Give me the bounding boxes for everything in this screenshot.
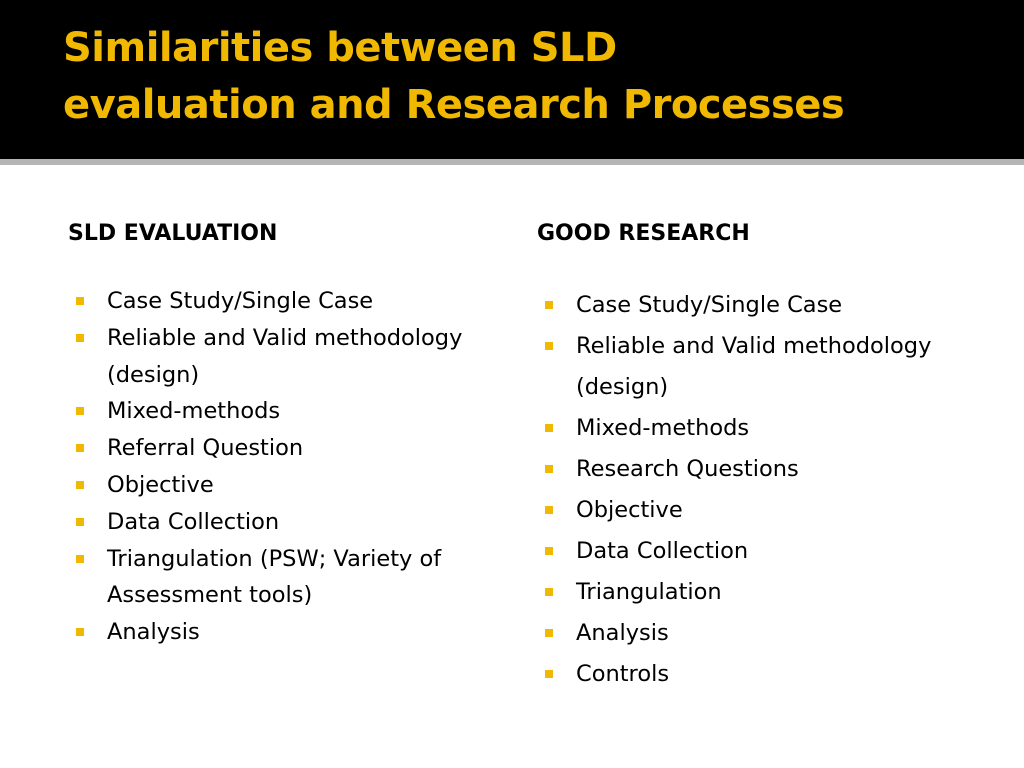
right-item-text: Mixed-methods (576, 415, 750, 441)
left-item-text: Analysis (107, 619, 200, 646)
left-item-text: Reliable and Valid methodology (design) (107, 324, 463, 388)
square-bullet-icon (545, 629, 553, 637)
left-list-item: Triangulation (PSW; Variety of Assessmen… (72, 541, 472, 615)
left-list-item: Referral Question (72, 430, 472, 467)
right-list-item: Data Collection (541, 531, 981, 572)
slide-title: Similarities between SLD evaluation and … (63, 20, 1003, 134)
left-list-item: Analysis (72, 614, 472, 651)
right-list-item: Objective (541, 490, 981, 531)
right-item-text: Controls (576, 661, 670, 687)
left-list-item: Reliable and Valid methodology (design) (72, 320, 472, 394)
square-bullet-icon (545, 506, 553, 514)
right-bullet-list: Case Study/Single Case Reliable and Vali… (541, 285, 981, 695)
square-bullet-icon (545, 588, 553, 596)
square-bullet-icon (76, 480, 84, 489)
left-column-heading: SLD EVALUATION (68, 221, 278, 246)
right-item-text: Data Collection (576, 538, 749, 564)
square-bullet-icon (545, 424, 553, 432)
square-bullet-icon (76, 333, 84, 342)
title-divider (0, 159, 1024, 165)
left-item-text: Objective (107, 471, 214, 498)
left-item-text: Mixed-methods (107, 398, 281, 425)
left-item-text: Triangulation (PSW; Variety of Assessmen… (107, 545, 442, 609)
right-item-text: Triangulation (576, 579, 722, 605)
square-bullet-icon (76, 444, 84, 453)
square-bullet-icon (76, 554, 84, 563)
left-bullet-list: Case Study/Single Case Reliable and Vali… (72, 283, 472, 651)
left-item-text: Referral Question (107, 435, 304, 462)
square-bullet-icon (545, 465, 553, 473)
square-bullet-icon (545, 342, 553, 350)
square-bullet-icon (545, 670, 553, 678)
right-item-text: Case Study/Single Case (576, 292, 843, 318)
slide-content (0, 165, 1024, 768)
right-list-item: Controls (541, 654, 981, 695)
slide-title-line-1: Similarities between SLD (63, 25, 617, 71)
slide-title-line-2: evaluation and Research Processes (63, 82, 845, 128)
right-list-item: Research Questions (541, 449, 981, 490)
right-list-item: Case Study/Single Case (541, 285, 981, 326)
title-bar: Similarities between SLD evaluation and … (0, 0, 1024, 159)
square-bullet-icon (76, 517, 84, 526)
right-item-text: Analysis (576, 620, 669, 646)
right-list-item: Triangulation (541, 572, 981, 613)
right-column-heading: GOOD RESEARCH (537, 221, 750, 246)
left-list-item: Data Collection (72, 504, 472, 541)
left-list-item: Mixed-methods (72, 393, 472, 430)
left-item-text: Case Study/Single Case (107, 288, 374, 314)
left-item-text: Data Collection (107, 508, 280, 535)
square-bullet-icon (76, 297, 84, 305)
square-bullet-icon (76, 407, 84, 416)
right-item-text: Reliable and Valid methodology (design) (576, 333, 932, 400)
left-list-item: Case Study/Single Case (72, 283, 472, 320)
left-list-item: Objective (72, 467, 472, 504)
square-bullet-icon (76, 628, 84, 637)
right-item-text: Objective (576, 497, 683, 523)
right-item-text: Research Questions (576, 456, 799, 482)
right-list-item: Analysis (541, 613, 981, 654)
right-list-item: Reliable and Valid methodology (design) (541, 326, 981, 408)
square-bullet-icon (545, 547, 553, 555)
square-bullet-icon (545, 301, 553, 309)
right-list-item: Mixed-methods (541, 408, 981, 449)
